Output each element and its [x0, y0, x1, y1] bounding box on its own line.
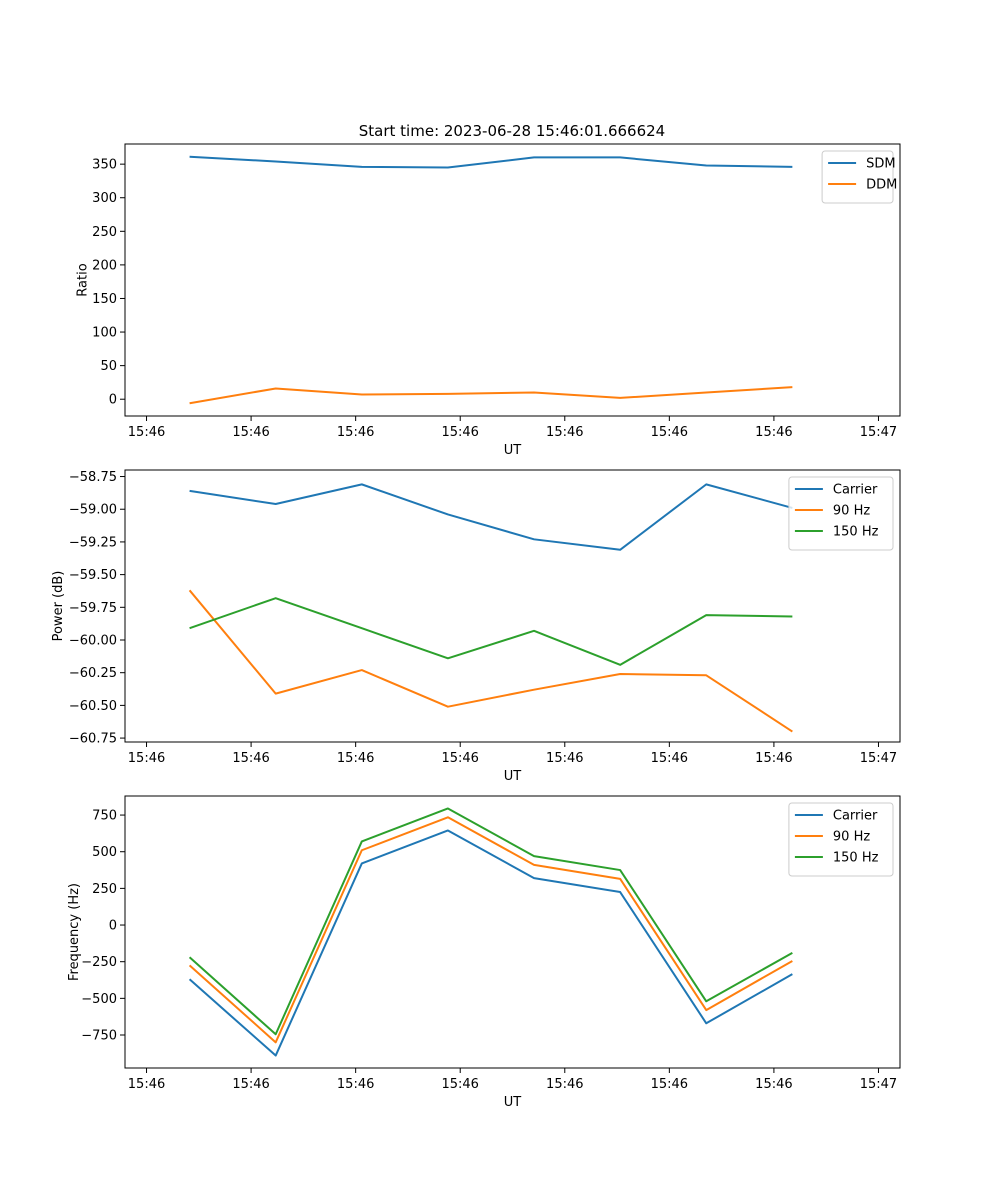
y-tick-label: −59.75	[69, 601, 117, 616]
y-tick-label: 300	[92, 191, 117, 206]
series-line-ddm	[189, 386, 793, 405]
legend-label: DDM	[866, 178, 897, 193]
x-tick-label: 15:46	[755, 425, 792, 440]
x-tick-label: 15:46	[546, 1077, 583, 1092]
x-tick-label: 15:46	[128, 425, 165, 440]
x-tick-label: 15:46	[128, 751, 165, 766]
legend: SDM DDM	[821, 150, 897, 204]
x-axis-label: UT	[504, 769, 522, 784]
x-tick-label: 15:46	[232, 425, 269, 440]
x-tick-label: 15:46	[546, 751, 583, 766]
ratio-panel: 15:46 15:46 15:46 15:46 15:46 15:46 15:46 15:47…	[75, 143, 901, 458]
x-tick-label: 15:46	[337, 1077, 374, 1092]
y-tick-label: −60.25	[69, 666, 117, 681]
legend: Carrier 90 Hz 150 Hz	[788, 476, 894, 551]
y-axis-label: Power (dB)	[51, 571, 66, 642]
legend-label: Carrier	[833, 809, 878, 824]
y-tick-label: 0	[109, 919, 117, 934]
y-axis-label: Ratio	[75, 263, 90, 296]
y-tick-label: 500	[92, 845, 117, 860]
series-line-90-hz	[188, 589, 793, 733]
x-axis-label: UT	[504, 443, 522, 458]
y-tick-label: 150	[92, 292, 117, 307]
y-tick-label: 750	[92, 809, 117, 824]
x-tick-label: 15:47	[860, 425, 897, 440]
series-line-150-hz	[189, 597, 793, 666]
y-tick-label: 350	[92, 158, 117, 173]
plot-frame	[124, 143, 901, 417]
series-line-carrier	[189, 483, 793, 551]
x-tick-label: 15:46	[441, 425, 478, 440]
x-tick-label: 15:46	[651, 1077, 688, 1092]
y-tick-label: 250	[92, 882, 117, 897]
legend-label: SDM	[866, 157, 895, 172]
x-tick-label: 15:46	[651, 425, 688, 440]
y-tick-label: −60.00	[69, 634, 117, 649]
legend-label: Carrier	[833, 483, 878, 498]
plot-frame	[124, 469, 901, 743]
y-tick-label: −60.50	[69, 699, 117, 714]
y-tick-label: 100	[92, 326, 117, 341]
legend-label: 150 Hz	[833, 851, 879, 866]
x-tick-label: 15:46	[128, 1077, 165, 1092]
frequency-panel: 15:46 15:46 15:46 15:46 15:46 15:46 15:46 15:47…	[67, 795, 901, 1110]
power-panel: 15:46 15:46 15:46 15:46 15:46 15:46 15:46 15:47…	[51, 469, 901, 784]
series-line-sdm	[189, 155, 793, 169]
legend-label: 150 Hz	[833, 525, 879, 540]
legend: Carrier 90 Hz 150 Hz	[788, 802, 894, 877]
x-tick-label: 15:46	[441, 751, 478, 766]
legend-label: 90 Hz	[833, 504, 870, 519]
series-line-carrier	[188, 829, 793, 1057]
y-tick-label: 0	[109, 393, 117, 408]
y-axis-label: Frequency (Hz)	[67, 883, 82, 981]
x-tick-label: 15:46	[232, 1077, 269, 1092]
y-tick-label: −59.50	[69, 568, 117, 583]
legend-label: 90 Hz	[833, 830, 870, 845]
y-tick-label: −500	[81, 992, 117, 1007]
x-tick-label: 15:46	[546, 425, 583, 440]
y-tick-label: 200	[92, 258, 117, 273]
series-line-150-hz	[188, 807, 793, 1036]
x-tick-label: 15:46	[232, 751, 269, 766]
y-tick-label: 50	[100, 359, 117, 374]
y-tick-label: −250	[81, 955, 117, 970]
x-tick-label: 15:46	[337, 425, 374, 440]
x-tick-label: 15:47	[860, 1077, 897, 1092]
x-tick-label: 15:46	[337, 751, 374, 766]
y-tick-label: 250	[92, 225, 117, 240]
y-tick-label: −58.75	[69, 470, 117, 485]
y-tick-label: −750	[81, 1029, 117, 1044]
x-tick-label: 15:46	[441, 1077, 478, 1092]
y-tick-label: −60.75	[69, 732, 117, 747]
y-tick-label: −59.25	[69, 535, 117, 550]
x-axis-label: UT	[504, 1095, 522, 1110]
series-line-90-hz	[188, 816, 793, 1044]
figure-title: Start time: 2023-06-28 15:46:01.666624	[359, 122, 665, 140]
x-tick-label: 15:47	[860, 751, 897, 766]
x-tick-label: 15:46	[755, 1077, 792, 1092]
x-tick-label: 15:46	[755, 751, 792, 766]
plot-frame	[124, 795, 901, 1069]
y-tick-label: −59.00	[69, 503, 117, 518]
x-tick-label: 15:46	[651, 751, 688, 766]
